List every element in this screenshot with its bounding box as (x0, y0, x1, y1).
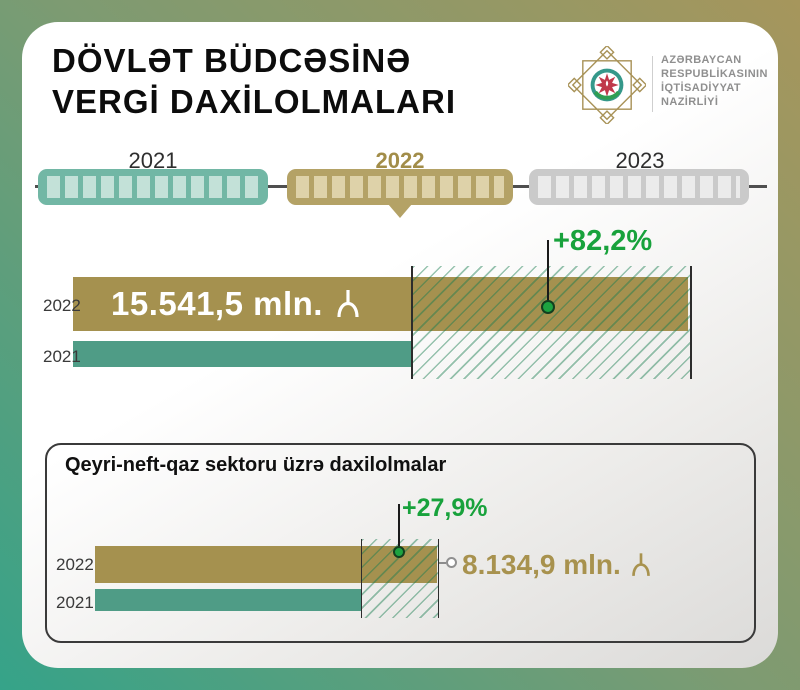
nonoil-growth-pointer-line (398, 504, 400, 552)
main-growth-dot-icon (541, 300, 555, 314)
main-bar-2022: 15.541,5 mln. (73, 277, 688, 331)
page-title-line2: VERGİ DAXİLOLMALARI (52, 83, 456, 120)
main-growth-hatch-area (411, 266, 692, 379)
nonoil-value-connector-circle-icon (446, 557, 457, 568)
nonoil-panel (45, 443, 756, 643)
timeline-strip-cells (538, 176, 740, 198)
timeline-strip-2023 (529, 169, 749, 205)
timeline-strip-cells (47, 176, 259, 198)
timeline-strip-cells (296, 176, 504, 198)
timeline-strip-2021 (38, 169, 268, 205)
manat-sign-icon (631, 552, 650, 576)
timeline-year-2021: 2021 (128, 148, 178, 173)
timeline-year-2023: 2023 (615, 148, 665, 173)
main-bar-value: 15.541,5 mln. (111, 285, 360, 323)
nonoil-value-connector-line (439, 562, 446, 564)
ministry-line1: AZƏRBAYCAN (661, 54, 742, 66)
ministry-line2: RESPUBLİKASININ (661, 68, 768, 80)
main-row-label-2022: 2022 (43, 296, 81, 315)
main-growth-pointer-line (547, 240, 549, 301)
nonoil-growth-label: +27,9% (402, 494, 488, 522)
nonoil-bar-2021 (95, 589, 361, 611)
main-value-text: 15.541,5 mln. (111, 285, 323, 322)
main-bar-2021 (73, 341, 411, 367)
timeline-strip-2022 (287, 169, 513, 205)
page-title-line1: DÖVLƏT BÜDCƏSİNƏ (52, 42, 412, 79)
ministry-line4: NAZİRLİYİ (661, 96, 719, 108)
page-title: DÖVLƏT BÜDCƏSİNƏ VERGİ DAXİLOLMALARI (52, 40, 456, 122)
main-row-label-2021: 2021 (43, 347, 81, 366)
nonoil-row-label-2022: 2022 (56, 555, 94, 574)
nonoil-bar-2022 (95, 546, 437, 583)
manat-sign-icon (337, 290, 359, 318)
nonoil-growth-dot-icon (393, 546, 405, 558)
timeline-2022-pointer-icon (388, 204, 412, 218)
nonoil-row-label-2021: 2021 (56, 593, 94, 612)
ministry-logo: AZƏRBAYCAN RESPUBLİKASININ İQTİSADİYYAT … (568, 46, 768, 142)
ministry-emblem-icon (568, 46, 646, 124)
nonoil-value-text: 8.134,9 mln. (462, 548, 621, 580)
main-growth-label: +82,2% (553, 225, 653, 257)
nonoil-panel-title: Qeyri-neft-qaz sektoru üzrə daxilolmalar (65, 454, 447, 476)
logo-separator (652, 56, 653, 112)
ministry-name: AZƏRBAYCAN RESPUBLİKASININ İQTİSADİYYAT … (661, 53, 768, 109)
ministry-line3: İQTİSADİYYAT (661, 82, 741, 94)
nonoil-bar-value: 8.134,9 mln. (462, 546, 651, 583)
timeline-year-2022: 2022 (375, 148, 425, 173)
content-card: DÖVLƏT BÜDCƏSİNƏ VERGİ DAXİLOLMALARI (22, 22, 778, 668)
